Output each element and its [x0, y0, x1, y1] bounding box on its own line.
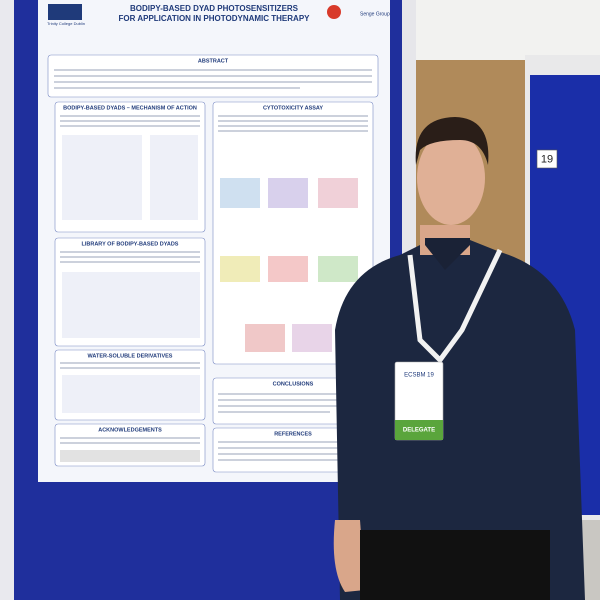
lanyard	[407, 248, 503, 364]
board-number: 19	[541, 153, 553, 165]
shape	[62, 135, 142, 220]
section-heading: CYTOTOXICITY ASSAY	[263, 105, 323, 111]
shirt	[335, 240, 585, 600]
section-heading: REFERENCES	[274, 431, 312, 437]
badge-band	[395, 420, 443, 440]
shape	[62, 375, 200, 413]
section-heading: BODIPY-BASED DYADS – MECHANISM OF ACTION	[63, 105, 197, 111]
box	[212, 101, 374, 365]
trousers	[360, 530, 550, 600]
badge-event: ECSBM 19	[404, 373, 434, 379]
section-heading: ACKNOWLEDGEMENTS	[98, 427, 162, 433]
hand	[333, 520, 365, 592]
hair	[415, 117, 489, 165]
section-heading: WATER-SOLUBLE DERIVATIVES	[88, 353, 173, 359]
logo	[48, 4, 82, 20]
shape	[318, 178, 358, 208]
shape	[268, 178, 308, 208]
shape	[268, 256, 308, 282]
shape	[245, 324, 285, 352]
shape	[220, 256, 260, 282]
section-heading: CONCLUSIONS	[273, 381, 314, 387]
shape	[318, 256, 358, 282]
shape	[60, 450, 200, 462]
shape	[220, 178, 260, 208]
shape	[150, 135, 198, 220]
institution: Trinity College Dublin	[47, 21, 85, 26]
shape	[62, 272, 200, 338]
collar	[425, 238, 470, 270]
section-heading: LIBRARY OF BODIPY-BASED DYADS	[82, 241, 179, 247]
shape	[292, 324, 332, 352]
group: Senge Group	[360, 11, 390, 17]
poster-title: BODIPY-BASED DYAD PHOTOSENSITIZERS	[130, 4, 299, 13]
board-number-plate	[536, 149, 558, 169]
section-heading: ABSTRACT	[198, 58, 229, 64]
ceiling	[416, 0, 600, 60]
logo	[327, 5, 341, 19]
board-frame	[0, 0, 14, 600]
badge-role: DELEGATE	[403, 428, 435, 434]
face	[417, 131, 485, 225]
poster-subtitle: FOR APPLICATION IN PHOTODYNAMIC THERAPY	[119, 14, 311, 23]
chart-thumbnails	[60, 135, 358, 462]
